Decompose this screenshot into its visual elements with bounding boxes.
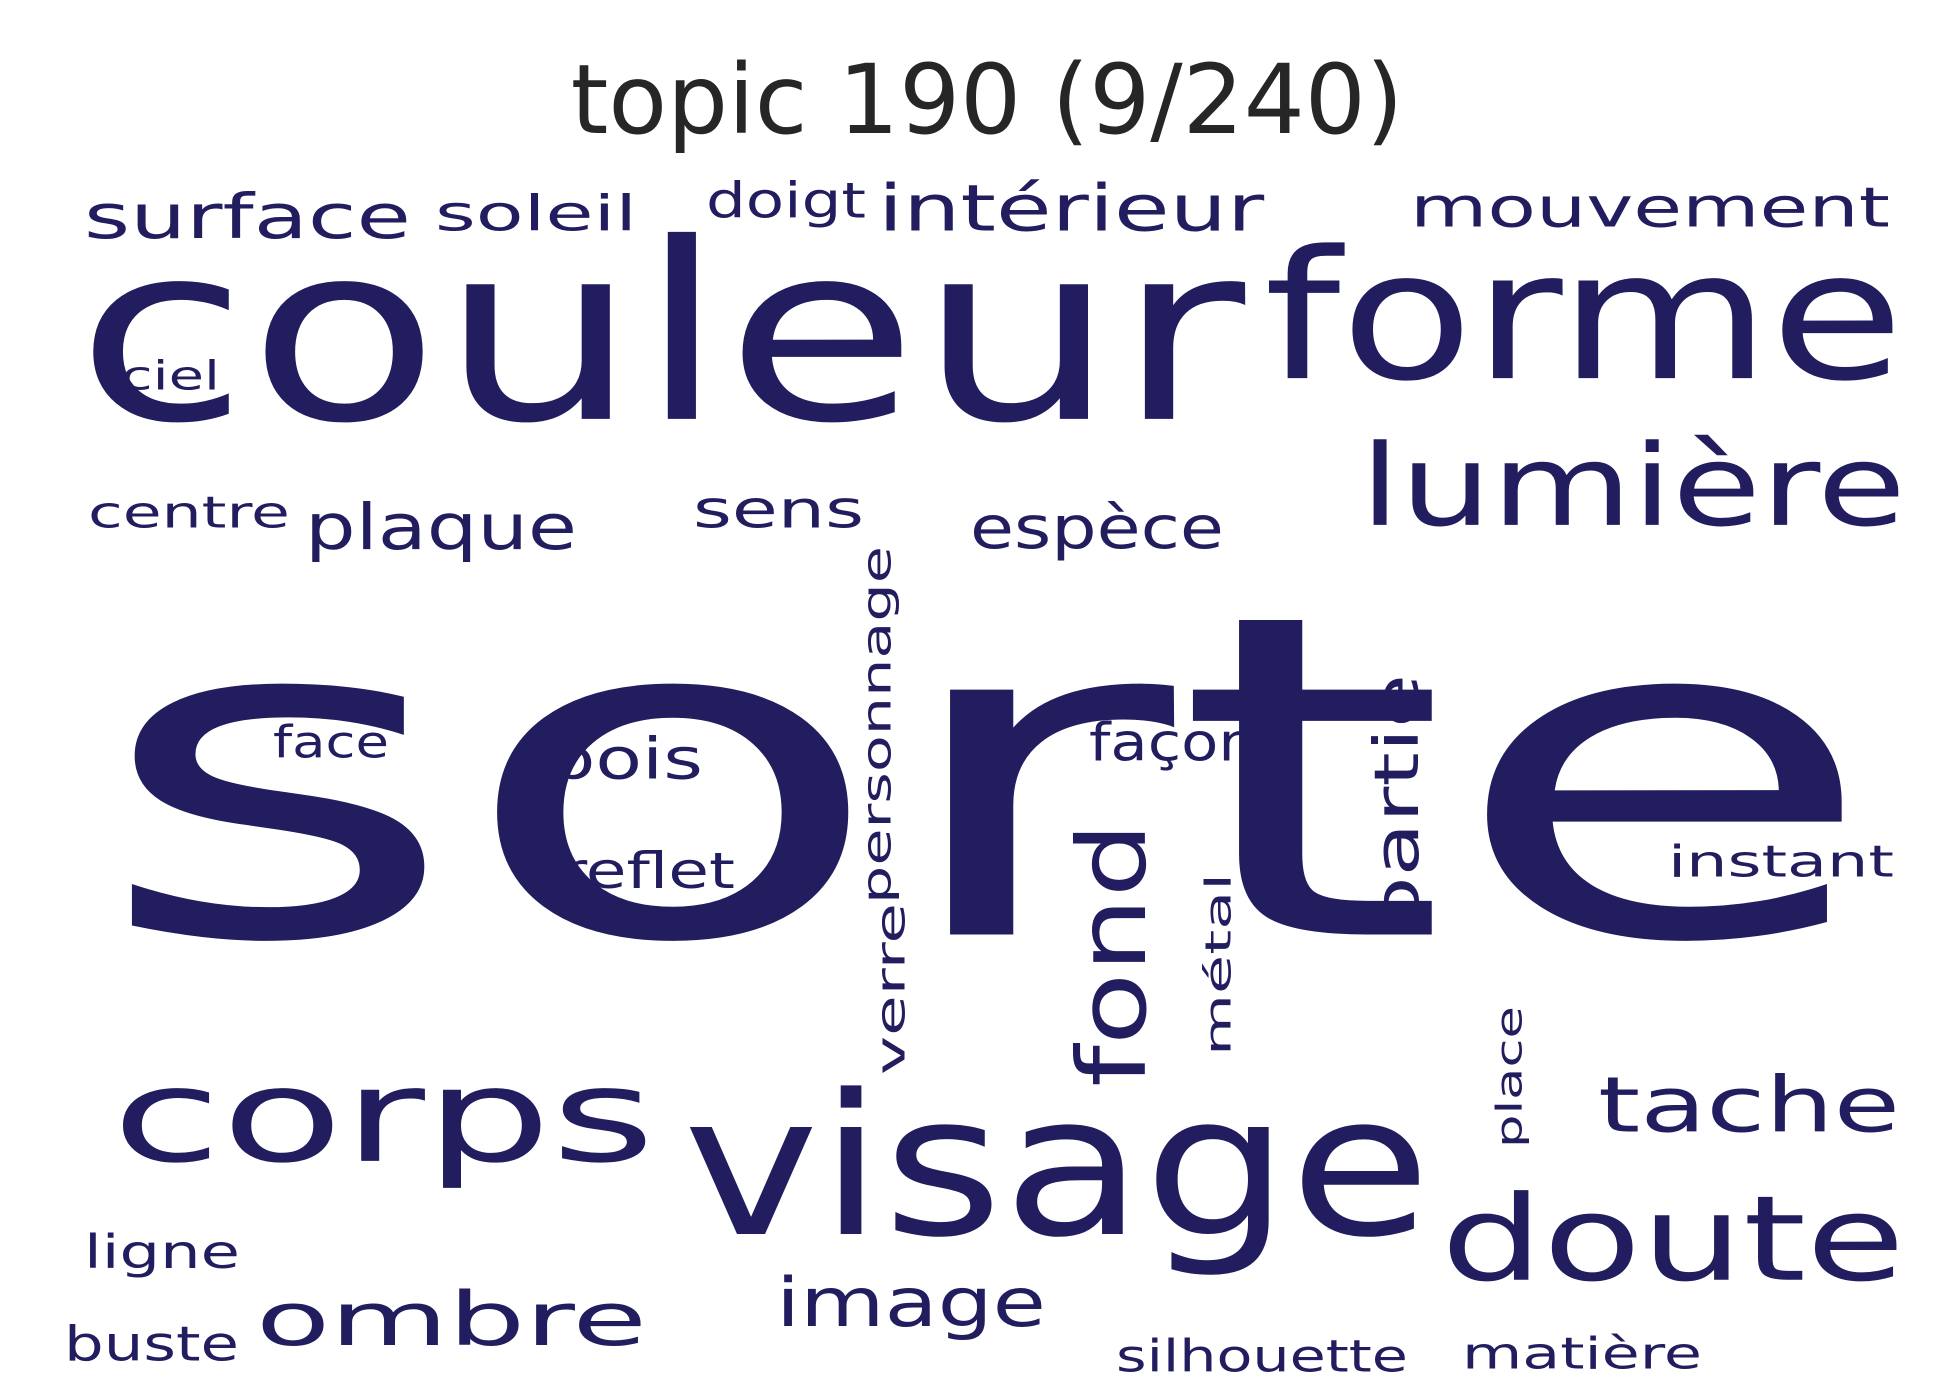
word-tache: tache	[1598, 1061, 1900, 1151]
cloud-word: doute	[1441, 1171, 1905, 1308]
cloud-word: partie	[1361, 674, 1433, 932]
word-image: image	[776, 1264, 1046, 1342]
word-corps: corps	[112, 1040, 655, 1192]
word-cloud-title: topic 190 (9/240)	[571, 44, 1404, 156]
word-instant: instant	[1668, 837, 1894, 887]
word-visage: visage	[683, 1053, 1431, 1280]
cloud-word: sorte	[94, 519, 1879, 1041]
word-mouvement: mouvement	[1410, 176, 1890, 241]
cloud-word: façon	[1089, 713, 1257, 774]
word-soleil: soleil	[435, 186, 637, 242]
cloud-word: bois	[547, 725, 703, 792]
cloud-word: face	[273, 716, 389, 768]
cloud-word: silhouette	[1116, 1331, 1408, 1382]
cloud-word: doigt	[706, 173, 866, 229]
word-partie: partie	[1361, 674, 1433, 932]
cloud-word: soleil	[435, 186, 637, 242]
cloud-word: tache	[1598, 1061, 1900, 1151]
cloud-word: visage	[683, 1053, 1431, 1280]
cloud-word: image	[776, 1264, 1046, 1342]
word-centre: centre	[88, 487, 290, 538]
word-doigt: doigt	[706, 173, 866, 229]
cloud-word: couleur	[76, 192, 1249, 478]
word-plaque: plaque	[305, 490, 577, 564]
cloud-word: plaque	[305, 490, 577, 564]
word-façon: façon	[1089, 713, 1257, 774]
cloud-word: centre	[88, 487, 290, 538]
cloud-word: ligne	[84, 1226, 240, 1280]
word-verre: verre	[867, 903, 914, 1075]
word-ligne: ligne	[84, 1226, 240, 1280]
word-silhouette: silhouette	[1116, 1331, 1408, 1382]
word-personnage: personnage	[854, 546, 901, 904]
word-buste: buste	[64, 1317, 239, 1373]
word-place: place	[1488, 1006, 1530, 1148]
cloud-word: mouvement	[1410, 176, 1890, 241]
word-couleur: couleur	[76, 192, 1249, 478]
word-doute: doute	[1441, 1171, 1905, 1308]
cloud-word: fond	[1058, 822, 1168, 1087]
word-matière: matière	[1462, 1328, 1702, 1379]
cloud-word: verre	[867, 903, 914, 1075]
cloud-word: forme	[1264, 212, 1904, 420]
words-layer: sorte couleur forme visage lumière corps doute…	[64, 172, 1906, 1383]
word-bois: bois	[547, 725, 703, 792]
cloud-word: reflet	[560, 842, 735, 900]
cloud-word: lumière	[1360, 420, 1906, 552]
word-forme: forme	[1264, 212, 1904, 420]
cloud-word: ombre	[256, 1276, 647, 1363]
word-lumière: lumière	[1360, 420, 1906, 552]
cloud-word: surface	[84, 181, 411, 253]
word-espèce: espèce	[970, 494, 1224, 562]
cloud-word: place	[1488, 1006, 1530, 1148]
cloud-word: sens	[693, 481, 864, 540]
word-reflet: reflet	[560, 842, 735, 900]
cloud-word: métal	[1198, 873, 1240, 1056]
cloud-word: corps	[112, 1040, 655, 1192]
word-face: face	[273, 716, 389, 768]
cloud-word: buste	[64, 1317, 239, 1373]
word-sens: sens	[693, 481, 864, 540]
word-ombre: ombre	[256, 1276, 647, 1363]
word-intérieur: intérieur	[878, 172, 1265, 246]
word-surface: surface	[84, 181, 411, 253]
word-fond: fond	[1058, 822, 1168, 1087]
cloud-word: matière	[1462, 1328, 1702, 1379]
cloud-word: instant	[1668, 837, 1894, 887]
word-métal: métal	[1198, 873, 1240, 1056]
cloud-word: ciel	[121, 352, 220, 399]
cloud-word: personnage	[854, 546, 901, 904]
cloud-word: intérieur	[878, 172, 1265, 246]
cloud-word: espèce	[970, 494, 1224, 562]
word-ciel: ciel	[121, 352, 220, 399]
word-sorte: sorte	[94, 519, 1879, 1041]
